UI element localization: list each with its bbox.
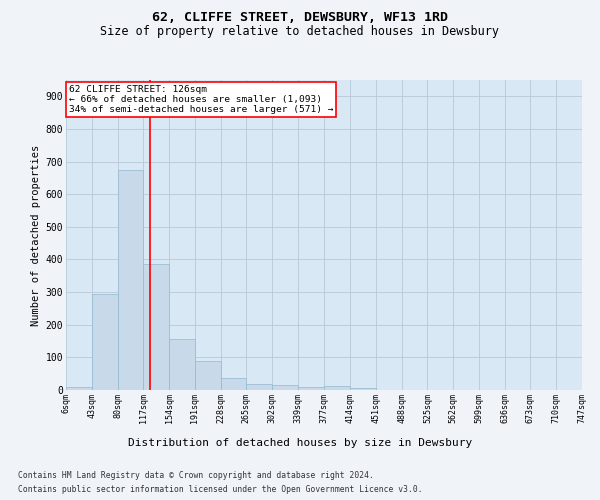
Bar	[221, 378, 247, 390]
Bar	[118, 170, 143, 390]
Text: Contains HM Land Registry data © Crown copyright and database right 2024.: Contains HM Land Registry data © Crown c…	[18, 472, 374, 480]
Bar	[272, 385, 298, 390]
Bar	[350, 388, 376, 390]
Bar	[325, 386, 350, 390]
Text: 62, CLIFFE STREET, DEWSBURY, WF13 1RD: 62, CLIFFE STREET, DEWSBURY, WF13 1RD	[152, 11, 448, 24]
Y-axis label: Number of detached properties: Number of detached properties	[31, 144, 41, 326]
Bar	[195, 360, 221, 390]
Text: 62 CLIFFE STREET: 126sqm
← 66% of detached houses are smaller (1,093)
34% of sem: 62 CLIFFE STREET: 126sqm ← 66% of detach…	[68, 84, 333, 114]
Bar	[247, 384, 272, 390]
Bar	[169, 340, 195, 390]
Text: Size of property relative to detached houses in Dewsbury: Size of property relative to detached ho…	[101, 24, 499, 38]
Text: Contains public sector information licensed under the Open Government Licence v3: Contains public sector information licen…	[18, 484, 422, 494]
Bar	[143, 264, 169, 390]
Text: Distribution of detached houses by size in Dewsbury: Distribution of detached houses by size …	[128, 438, 472, 448]
Bar	[298, 386, 325, 390]
Bar	[92, 294, 118, 390]
Bar	[66, 386, 92, 390]
